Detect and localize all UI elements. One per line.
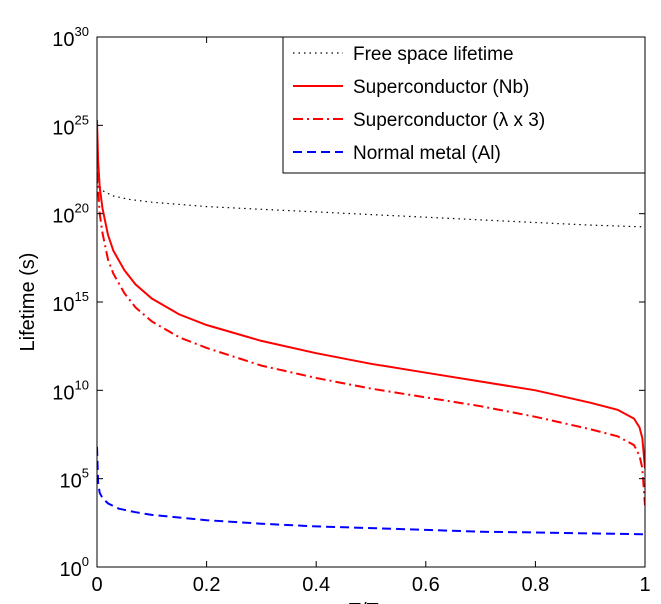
series-line-0 bbox=[97, 181, 645, 228]
y-tick-label: 1030 bbox=[52, 24, 89, 51]
legend-label: Superconductor (λ x 3) bbox=[353, 110, 545, 131]
series-line-3 bbox=[97, 446, 645, 536]
x-tick-label: 0.6 bbox=[412, 574, 440, 596]
series-line-1 bbox=[97, 119, 645, 469]
y-tick-label: 100 bbox=[60, 554, 89, 581]
legend-label: Normal metal (Al) bbox=[353, 143, 501, 164]
ticks-layer: 0 0.2 0.4 0.6 0.8 1 100 105 1010 1015 1020 1025 1030 bbox=[52, 24, 650, 596]
legend: Free space lifetime Superconductor (Nb) Su… bbox=[282, 36, 646, 174]
x-tick-label: 0.4 bbox=[302, 574, 330, 596]
y-tick-label: 1025 bbox=[52, 112, 89, 139]
x-tick-label: 0 bbox=[91, 574, 102, 596]
x-tick-label: 0.8 bbox=[521, 574, 549, 596]
y-tick-label: 1020 bbox=[52, 201, 89, 228]
x-axis-label: T/Tc bbox=[349, 600, 386, 604]
axis-labels: T/Tc Lifetime (s) bbox=[17, 253, 386, 604]
series-line-2 bbox=[97, 151, 645, 506]
legend-label: Free space lifetime bbox=[353, 44, 514, 65]
legend-box bbox=[282, 36, 646, 174]
y-tick-label: 105 bbox=[60, 466, 89, 493]
y-tick-label: 1010 bbox=[52, 377, 89, 404]
x-tick-label: 1 bbox=[639, 574, 650, 596]
y-axis-label: Lifetime (s) bbox=[17, 253, 39, 352]
legend-label: Superconductor (Nb) bbox=[353, 77, 529, 98]
x-tick-label: 0.2 bbox=[193, 574, 221, 596]
series-layer bbox=[97, 119, 645, 536]
y-tick-label: 1015 bbox=[52, 289, 89, 316]
